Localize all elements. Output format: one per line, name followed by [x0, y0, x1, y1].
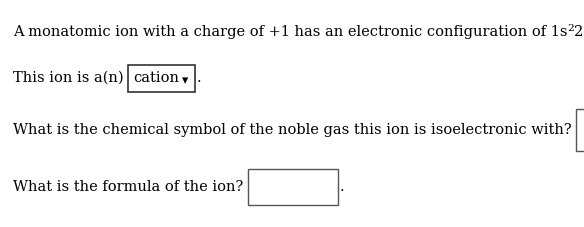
Text: 2s: 2s	[574, 25, 584, 39]
Text: What is the formula of the ion?: What is the formula of the ion?	[13, 180, 243, 194]
Text: .: .	[197, 71, 201, 85]
Text: .: .	[340, 180, 345, 194]
Text: ▾: ▾	[182, 74, 189, 87]
Text: A monatomic ion with a charge of +1 has an electronic configuration of 1s: A monatomic ion with a charge of +1 has …	[13, 25, 567, 39]
Text: What is the chemical symbol of the noble gas this ion is isoelectronic with?: What is the chemical symbol of the noble…	[13, 123, 572, 137]
Text: This ion is a(n): This ion is a(n)	[13, 71, 123, 85]
Text: 2: 2	[567, 24, 574, 33]
Text: cation: cation	[133, 71, 179, 85]
